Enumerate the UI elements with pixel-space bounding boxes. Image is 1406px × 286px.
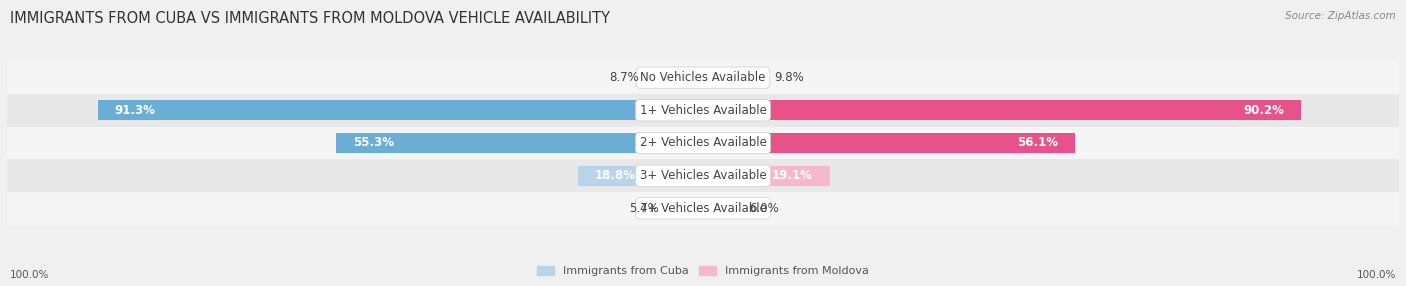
Bar <box>7 61 1399 94</box>
Bar <box>7 127 1399 159</box>
Bar <box>703 133 1074 153</box>
Bar <box>645 67 703 88</box>
Text: 19.1%: 19.1% <box>772 169 813 182</box>
Text: 2+ Vehicles Available: 2+ Vehicles Available <box>640 136 766 150</box>
Text: 91.3%: 91.3% <box>114 104 155 117</box>
Text: 56.1%: 56.1% <box>1018 136 1059 150</box>
Text: 55.3%: 55.3% <box>353 136 394 150</box>
Text: 6.0%: 6.0% <box>749 202 779 215</box>
Text: 3+ Vehicles Available: 3+ Vehicles Available <box>640 169 766 182</box>
Text: 4+ Vehicles Available: 4+ Vehicles Available <box>640 202 766 215</box>
Text: 8.7%: 8.7% <box>609 71 638 84</box>
Text: IMMIGRANTS FROM CUBA VS IMMIGRANTS FROM MOLDOVA VEHICLE AVAILABILITY: IMMIGRANTS FROM CUBA VS IMMIGRANTS FROM … <box>10 11 610 26</box>
Text: 100.0%: 100.0% <box>1357 270 1396 280</box>
Legend: Immigrants from Cuba, Immigrants from Moldova: Immigrants from Cuba, Immigrants from Mo… <box>533 261 873 281</box>
Text: Source: ZipAtlas.com: Source: ZipAtlas.com <box>1285 11 1396 21</box>
Text: 5.7%: 5.7% <box>628 202 658 215</box>
Bar <box>336 133 703 153</box>
Bar <box>703 198 742 219</box>
Bar <box>7 192 1399 225</box>
Text: 1+ Vehicles Available: 1+ Vehicles Available <box>640 104 766 117</box>
Bar <box>578 166 703 186</box>
Bar <box>98 100 703 120</box>
Bar <box>7 94 1399 127</box>
Bar <box>7 159 1399 192</box>
Bar <box>703 100 1301 120</box>
Bar <box>665 198 703 219</box>
Text: 90.2%: 90.2% <box>1243 104 1284 117</box>
Text: 9.8%: 9.8% <box>775 71 804 84</box>
Text: No Vehicles Available: No Vehicles Available <box>640 71 766 84</box>
Text: 100.0%: 100.0% <box>10 270 49 280</box>
Text: 18.8%: 18.8% <box>595 169 636 182</box>
Bar <box>703 166 830 186</box>
Bar <box>703 67 768 88</box>
